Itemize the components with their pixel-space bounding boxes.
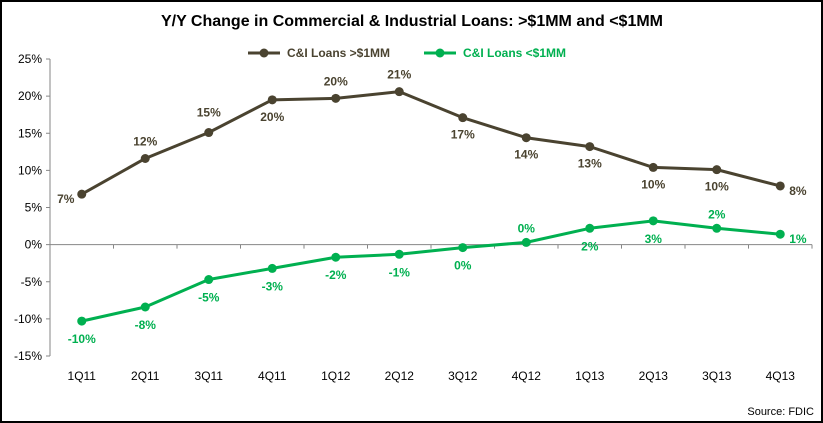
data-point [267,263,277,273]
legend-label: C&I Loans <$1MM [463,46,566,60]
data-label: 20% [324,74,348,88]
y-tick-label: 10% [18,163,42,177]
x-tick-label: 4Q11 [258,369,287,383]
data-point [585,142,595,152]
data-point [775,229,785,239]
data-label: -10% [68,332,96,346]
x-tick-label: 1Q12 [321,369,351,383]
data-point [585,223,595,233]
data-point [331,93,341,103]
y-tick-label: 5% [25,201,43,215]
data-point [458,243,468,253]
legend-swatch-marker [259,48,269,58]
data-point [331,252,341,262]
data-label: 15% [197,106,221,120]
data-label: -3% [262,279,284,293]
data-label: -8% [135,318,157,332]
y-tick-label: 0% [25,238,43,252]
data-label: 10% [705,180,729,194]
data-point [712,223,722,233]
legend: C&I Loans >$1MM C&I Loans <$1MM [248,46,566,60]
series-layer: 7% 12% 15% 20% 20% 21% 17% 14% 13% 10% 10% 8% -10% -8… [57,68,807,346]
x-tick-label: 3Q13 [702,369,732,383]
data-point [775,181,785,191]
x-axis: 1Q11 2Q11 3Q11 4Q11 1Q12 2Q12 3Q12 4Q12 1Q13 2Q13… [49,244,813,383]
x-tick-label: 2Q13 [639,369,669,383]
data-label: 1% [789,232,807,246]
data-label: 0% [454,259,472,273]
data-label: 0% [518,221,536,235]
y-tick-label: -15% [14,349,42,363]
data-point [394,249,404,259]
data-label: 14% [514,148,538,162]
data-label: -2% [325,268,347,282]
source-note: Source: FDIC [747,406,814,418]
data-label: 12% [133,134,157,148]
x-tick-label: 2Q11 [131,369,160,383]
legend-label: C&I Loans >$1MM [287,46,390,60]
y-tick-label: 15% [18,126,42,140]
chart-title: Y/Y Change in Commercial & Industrial Lo… [161,13,663,30]
data-point [77,189,87,199]
data-point [648,162,658,172]
series-1: 7% 12% 15% 20% 20% 21% 17% 14% 13% 10% 10% 8% [57,68,807,206]
data-label: 21% [387,68,411,82]
x-tick-label: 3Q12 [448,369,478,383]
data-point [204,275,214,285]
data-point [140,153,150,163]
data-label: 8% [789,184,807,198]
data-label: 20% [260,110,284,124]
data-point [521,133,531,143]
data-label: 2% [581,239,599,253]
y-tick-label: 20% [18,89,42,103]
y-tick-label: -5% [21,275,43,289]
data-label: -5% [198,291,220,305]
data-label: 7% [57,192,75,206]
x-tick-label: 1Q13 [575,369,605,383]
series-line [81,219,781,323]
x-tick-label: 4Q12 [512,369,542,383]
x-tick-label: 2Q12 [385,369,415,383]
data-point [712,165,722,175]
y-axis: -15% -10% -5% 0% 5% 10% 15% 20% 25% [14,52,51,363]
data-label: -1% [389,265,411,279]
x-tick-label: 4Q13 [766,369,796,383]
x-tick-label: 1Q11 [68,369,97,383]
data-point [204,128,214,138]
data-label: 10% [641,177,665,191]
x-tick-label: 3Q11 [195,369,224,383]
data-label: 3% [645,232,663,246]
data-point [267,95,277,105]
series-line [81,90,781,196]
legend-swatch-marker [435,48,445,58]
data-point [140,302,150,312]
series-2: -10% -8% -5% -3% -2% -1% 0% 0% 2% 3% 2% 1% [68,207,807,346]
data-point [394,87,404,97]
data-point [77,316,87,326]
data-label: 17% [451,128,475,142]
data-point [521,237,531,247]
y-tick-label: -10% [14,312,42,326]
data-point [458,113,468,123]
data-label: 13% [578,157,602,171]
data-point [648,216,658,226]
y-tick-label: 25% [18,52,42,66]
data-label: 2% [708,207,726,221]
